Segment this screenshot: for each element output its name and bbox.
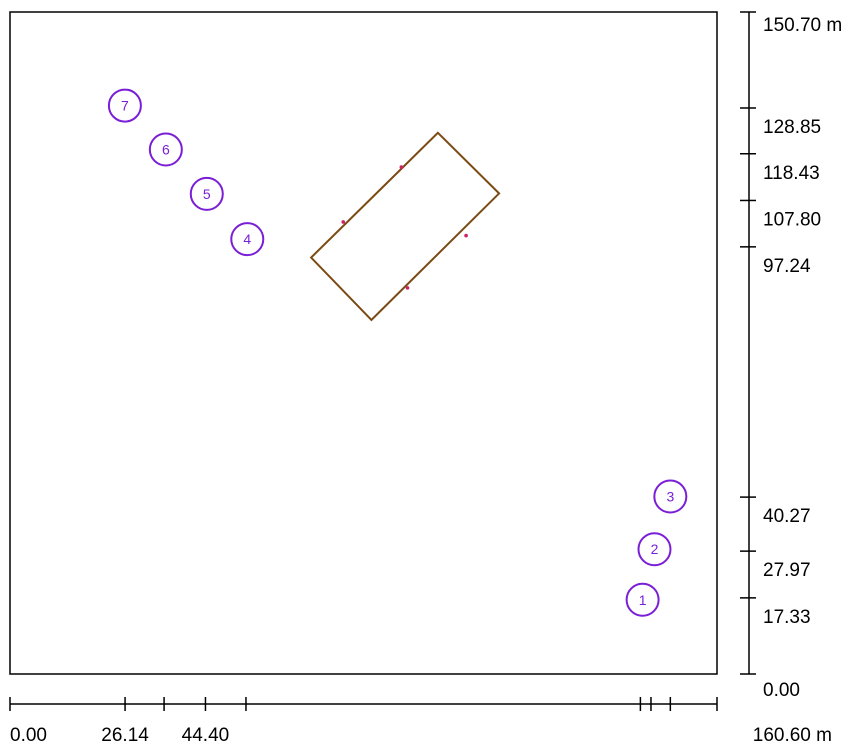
- y-axis-tick-label: 118.43: [763, 163, 820, 184]
- y-axis-tick-label: 128.85: [763, 117, 821, 138]
- marker-circle: [148, 132, 183, 167]
- marker-circle: [625, 582, 660, 617]
- x-axis-tick-label: 0.00: [10, 725, 47, 745]
- marker-label: 7: [121, 98, 129, 114]
- y-axis-scale: 0.00 17.33 27.97 40.27 97.24 107.80 118.43 128.…: [740, 11, 842, 701]
- building-opening-3: [464, 233, 468, 238]
- marker-label: 6: [162, 141, 170, 157]
- marker-label: 5: [203, 186, 211, 202]
- y-axis-tick-label: 0.00: [763, 680, 800, 701]
- marker-7: 7: [107, 88, 142, 123]
- y-axis-tick-label: 97.24: [763, 256, 811, 277]
- y-axis-tick-label: 150.70 m: [763, 15, 842, 36]
- marker-label: 3: [666, 489, 674, 505]
- plot-frame: [9, 11, 718, 675]
- marker-circle: [653, 479, 688, 514]
- marker-circle: [230, 222, 265, 257]
- y-axis-tick-label: 27.97: [763, 560, 811, 581]
- marker-2: 2: [637, 532, 672, 567]
- building-opening-2: [341, 220, 346, 224]
- marker-6: 6: [148, 132, 183, 167]
- building-openings: [341, 165, 468, 290]
- receiver-markers: 1 2 3 4 5 6 7: [107, 88, 688, 617]
- marker-circle: [107, 88, 142, 123]
- building-opening-1: [399, 165, 404, 169]
- x-axis-tick-label: 44.40: [182, 725, 230, 745]
- x-axis-scale: 0.00 26.14 44.40 160.60 m: [9, 697, 832, 745]
- marker-1: 1: [625, 582, 660, 617]
- marker-circle: [637, 532, 672, 567]
- marker-5: 5: [189, 176, 224, 211]
- y-axis-tick-label: 17.33: [763, 607, 811, 628]
- building-opening-4: [405, 286, 410, 290]
- y-axis-tick-label: 40.27: [763, 506, 811, 527]
- building-outline: [309, 131, 501, 322]
- marker-circle: [189, 176, 224, 211]
- marker-label: 1: [639, 592, 647, 608]
- marker-label: 2: [651, 541, 659, 557]
- x-axis-tick-label: 160.60 m: [753, 725, 832, 745]
- building-layer: [309, 131, 501, 322]
- x-axis-tick-label: 26.14: [101, 725, 149, 745]
- y-axis-tick-label: 107.80: [763, 209, 821, 230]
- marker-3: 3: [653, 479, 688, 514]
- marker-4: 4: [230, 222, 265, 257]
- marker-label: 4: [243, 231, 251, 247]
